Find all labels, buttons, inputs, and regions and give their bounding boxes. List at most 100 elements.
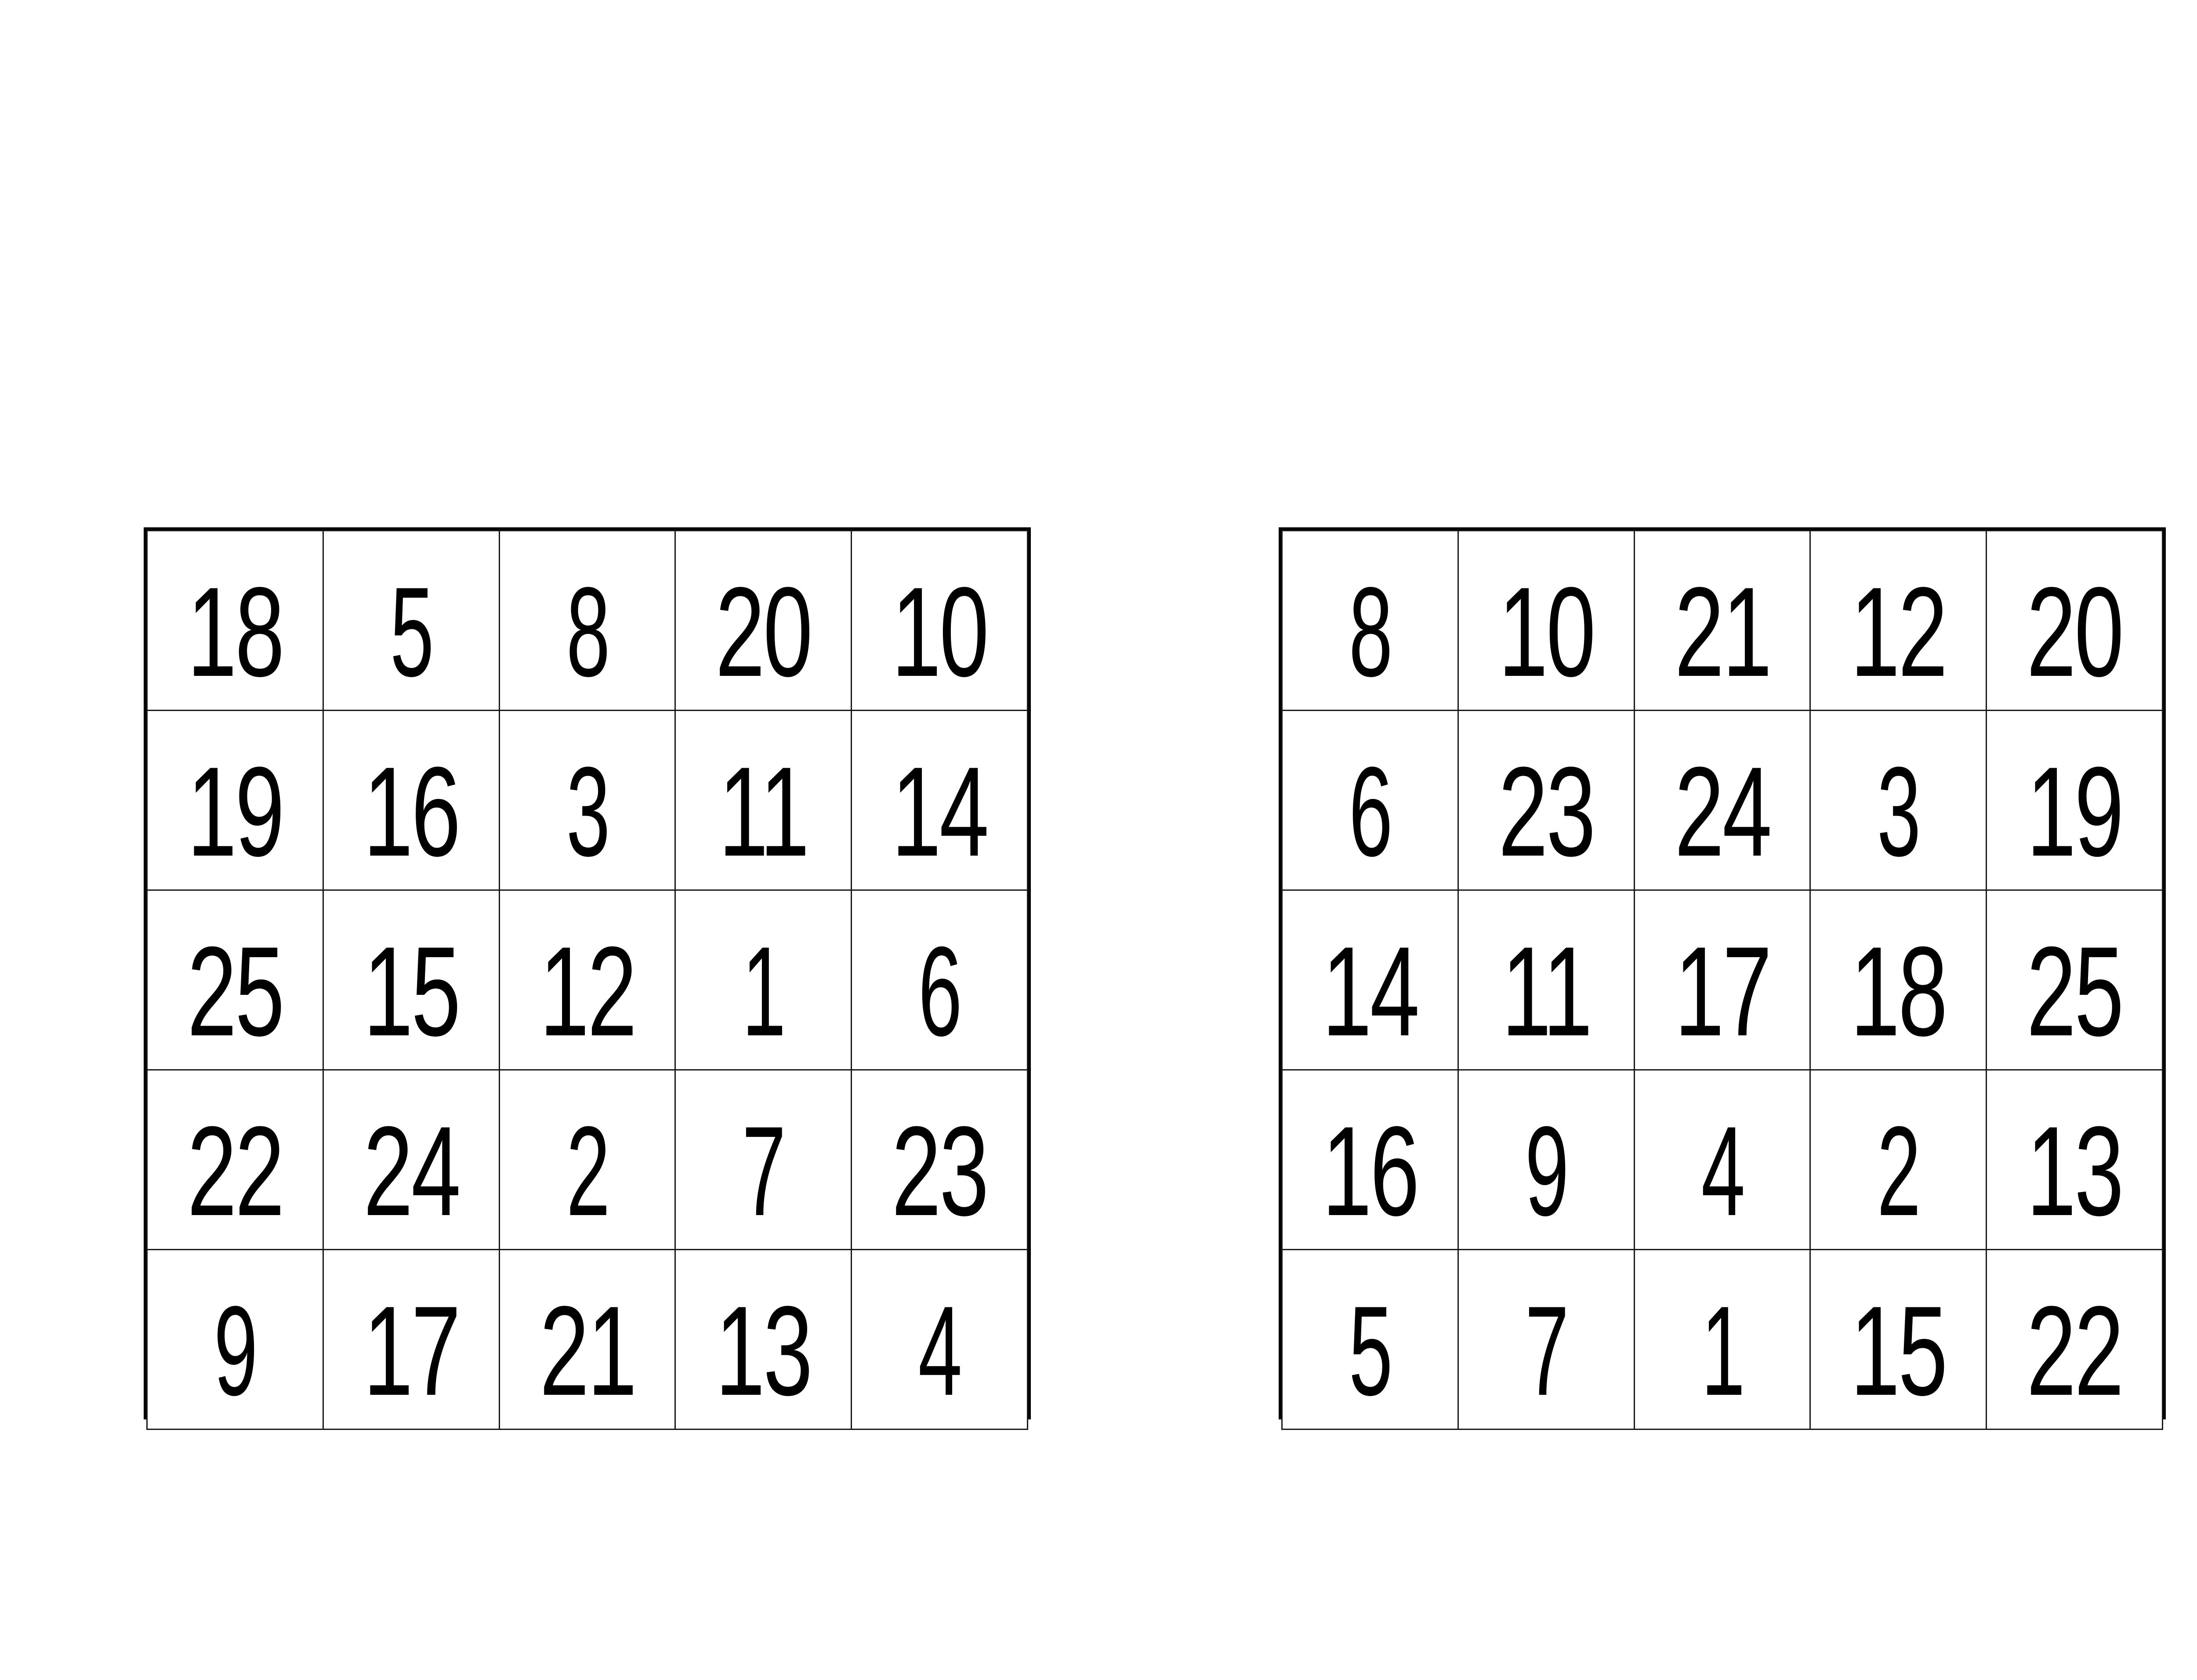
grid-cell[interactable]: 25 (1986, 889, 2163, 1070)
cell-number: 7 (742, 1100, 786, 1242)
grid-cell[interactable]: 10 (1457, 530, 1635, 711)
grid-cell[interactable]: 24 (322, 1069, 500, 1250)
cell-number: 10 (1498, 561, 1596, 703)
grid-cell[interactable]: 14 (1281, 889, 1459, 1070)
grid-cell[interactable]: 15 (322, 889, 500, 1070)
grid-cell[interactable]: 15 (1809, 1249, 1987, 1430)
cell-number: 16 (363, 740, 461, 883)
grid-cell[interactable]: 6 (1281, 710, 1459, 891)
grid-row: 6 23 24 3 19 (1281, 710, 2163, 891)
cell-number: 15 (363, 920, 461, 1063)
grid-cell[interactable]: 18 (1809, 889, 1987, 1070)
grid-cell[interactable]: 24 (1633, 710, 1811, 891)
grid-cell[interactable]: 20 (674, 530, 852, 711)
grid-cell[interactable]: 10 (851, 530, 1028, 711)
grid-cell[interactable]: 23 (1457, 710, 1635, 891)
grid-cell[interactable]: 9 (146, 1249, 324, 1430)
grid-cell[interactable]: 13 (1986, 1069, 2163, 1250)
grid-cell[interactable]: 12 (498, 889, 676, 1070)
grid-cell[interactable]: 21 (498, 1249, 676, 1430)
grid-cell[interactable]: 17 (322, 1249, 500, 1430)
cell-number: 20 (2027, 561, 2124, 703)
cell-number: 8 (566, 561, 610, 703)
grid-cell[interactable]: 14 (851, 710, 1028, 891)
cell-number: 14 (892, 740, 989, 883)
cell-number: 18 (187, 561, 285, 703)
left-number-grid: 18 5 8 20 10 19 16 3 11 14 25 15 12 1 6 22 24 2 7 23 9 17 21 13… (144, 527, 1031, 1430)
grid-cell[interactable]: 3 (1809, 710, 1987, 891)
left-grid-table: 18 5 8 20 10 19 16 3 11 14 25 15 12 1 6 22 24 2 7 23 9 17 21 13… (146, 530, 1028, 1430)
grid-cell[interactable]: 2 (1809, 1069, 1987, 1250)
grid-cell[interactable]: 11 (674, 710, 852, 891)
grid-cell[interactable]: 5 (1281, 1249, 1459, 1430)
grid-row: 25 15 12 1 6 (146, 889, 1028, 1070)
cell-number: 18 (1850, 920, 1948, 1063)
grid-row: 18 5 8 20 10 (146, 530, 1028, 711)
cell-number: 19 (187, 740, 285, 883)
grid-cell[interactable]: 19 (1986, 710, 2163, 891)
cell-number: 5 (390, 561, 434, 703)
cell-number: 25 (2027, 920, 2124, 1063)
grid-cell[interactable]: 4 (851, 1249, 1028, 1430)
cell-number: 20 (715, 561, 813, 703)
cell-number: 5 (1349, 1280, 1393, 1422)
right-grid-table: 8 10 21 12 20 6 23 24 3 19 14 11 17 18 25 16 9 4 2 13 5 7 1 15 2… (1281, 530, 2163, 1430)
cell-number: 13 (715, 1280, 813, 1422)
cell-number: 6 (1349, 740, 1393, 883)
grid-cell[interactable]: 1 (674, 889, 852, 1070)
grid-cell[interactable]: 23 (851, 1069, 1028, 1250)
grid-cell[interactable]: 21 (1633, 530, 1811, 711)
cell-number: 9 (1525, 1100, 1569, 1242)
right-number-grid: 8 10 21 12 20 6 23 24 3 19 14 11 17 18 25 16 9 4 2 13 5 7 1 15 2… (1279, 527, 2166, 1430)
cell-number: 6 (918, 920, 962, 1063)
grid-cell[interactable]: 7 (1457, 1249, 1635, 1430)
cell-number: 15 (1850, 1280, 1948, 1422)
cell-number: 1 (1701, 1280, 1745, 1422)
cell-number: 4 (918, 1280, 962, 1422)
cell-number: 3 (566, 740, 610, 883)
grid-row: 5 7 1 15 22 (1281, 1249, 2163, 1430)
grid-row: 8 10 21 12 20 (1281, 530, 2163, 711)
grid-cell[interactable]: 25 (146, 889, 324, 1070)
cell-number: 22 (187, 1100, 285, 1242)
cell-number: 10 (892, 561, 989, 703)
grid-cell[interactable]: 22 (146, 1069, 324, 1250)
grid-cell[interactable]: 7 (674, 1069, 852, 1250)
grid-cell[interactable]: 22 (1986, 1249, 2163, 1430)
cell-number: 8 (1349, 561, 1393, 703)
grid-row: 14 11 17 18 25 (1281, 889, 2163, 1070)
grid-cell[interactable]: 8 (498, 530, 676, 711)
cell-number: 17 (1674, 920, 1772, 1063)
cell-number: 11 (1501, 920, 1592, 1063)
grid-cell[interactable]: 17 (1633, 889, 1811, 1070)
cell-number: 21 (1674, 561, 1772, 703)
grid-row: 22 24 2 7 23 (146, 1069, 1028, 1250)
cell-number: 25 (187, 920, 285, 1063)
cell-number: 22 (2027, 1280, 2124, 1422)
grid-cell[interactable]: 5 (322, 530, 500, 711)
grid-cell[interactable]: 1 (1633, 1249, 1811, 1430)
grid-cell[interactable]: 4 (1633, 1069, 1811, 1250)
grid-cell[interactable]: 12 (1809, 530, 1987, 711)
cell-number: 23 (1498, 740, 1596, 883)
grid-cell[interactable]: 2 (498, 1069, 676, 1250)
grid-cell[interactable]: 19 (146, 710, 324, 891)
grid-cell[interactable]: 11 (1457, 889, 1635, 1070)
grid-cell[interactable]: 6 (851, 889, 1028, 1070)
grid-cell[interactable]: 3 (498, 710, 676, 891)
cell-number: 7 (1525, 1280, 1569, 1422)
grid-cell[interactable]: 20 (1986, 530, 2163, 711)
grid-row: 16 9 4 2 13 (1281, 1069, 2163, 1250)
right-grid-body: 8 10 21 12 20 6 23 24 3 19 14 11 17 18 25 16 9 4 2 13 5 7 1 15 2… (1281, 530, 2163, 1430)
grid-cell[interactable]: 18 (146, 530, 324, 711)
cell-number: 16 (1322, 1100, 1420, 1242)
grid-cell[interactable]: 13 (674, 1249, 852, 1430)
grid-cell[interactable]: 16 (322, 710, 500, 891)
cell-number: 3 (1877, 740, 1921, 883)
grid-cell[interactable]: 16 (1281, 1069, 1459, 1250)
grid-cell[interactable]: 9 (1457, 1069, 1635, 1250)
cell-number: 9 (214, 1280, 258, 1422)
grid-cell[interactable]: 8 (1281, 530, 1459, 711)
cell-number: 2 (566, 1100, 610, 1242)
